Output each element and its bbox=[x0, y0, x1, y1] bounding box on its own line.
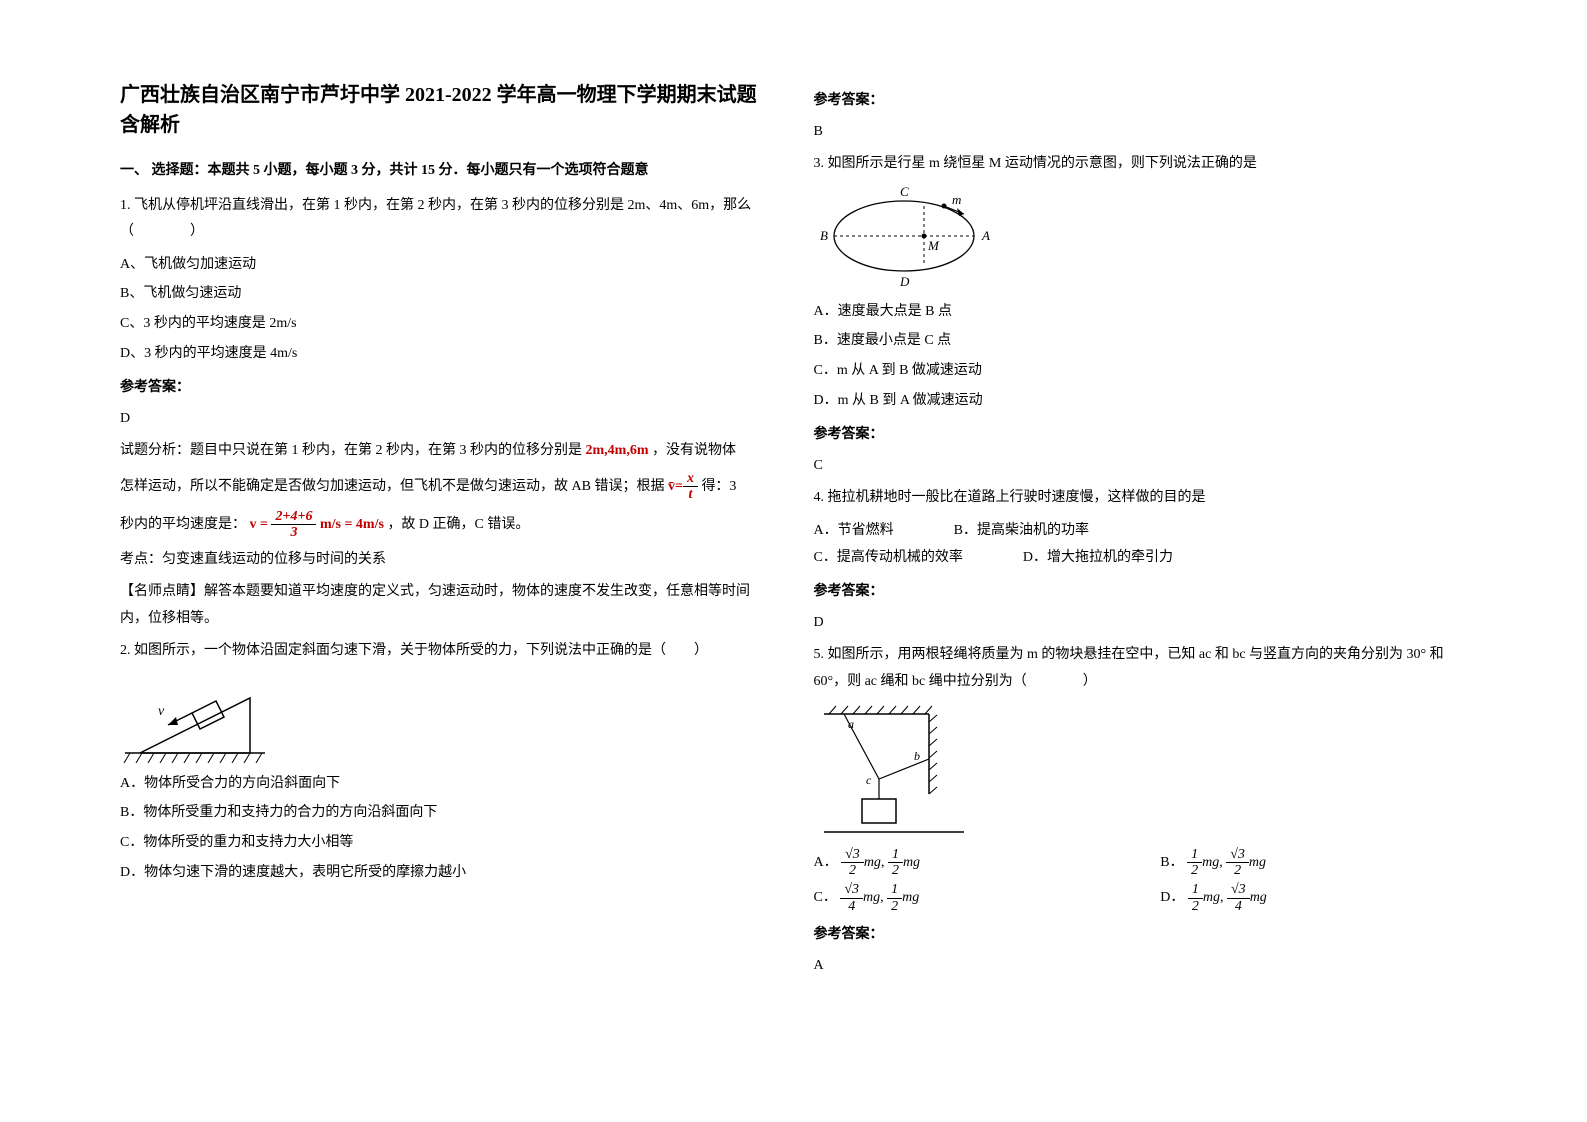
svg-text:b: b bbox=[914, 749, 920, 763]
q1-stem: 1. 飞机从停机坪沿直线滑出，在第 1 秒内，在第 2 秒内，在第 3 秒内的位… bbox=[120, 193, 774, 246]
q2-answer: B bbox=[814, 119, 1468, 146]
q4-option-a: A．节省燃料 bbox=[814, 518, 894, 545]
q1-answer-label: 参考答案： bbox=[120, 375, 774, 402]
q3-option-a: A．速度最大点是 B 点 bbox=[814, 299, 1468, 326]
svg-text:M: M bbox=[927, 238, 940, 253]
q1-topic: 考点：匀变速直线运动的位移与时间的关系 bbox=[120, 547, 774, 574]
q2-option-b: B．物体所受重力和支持力的合力的方向沿斜面向下 bbox=[120, 800, 774, 827]
q1-formula-vbar: v̄=xt bbox=[668, 471, 698, 503]
q1-option-d: D、3 秒内的平均速度是 4m/s bbox=[120, 341, 774, 368]
q5-options: A． √32mg, 12mg B． 12mg, √32mg C． √34mg, … bbox=[814, 847, 1468, 915]
svg-text:c: c bbox=[866, 773, 872, 787]
q1-analysis3-post: ，故 D 正确，C 错误。 bbox=[387, 517, 529, 532]
q2-figure: v bbox=[120, 673, 270, 763]
q1-answer: D bbox=[120, 406, 774, 433]
q2-answer-label: 参考答案： bbox=[814, 88, 1468, 115]
q5-a-label: A． bbox=[814, 855, 838, 870]
q4-option-d: D．增大拖拉机的牵引力 bbox=[1023, 545, 1173, 572]
q1-analysis-line1: 试题分析：题目中只说在第 1 秒内，在第 2 秒内，在第 3 秒内的位移分别是 … bbox=[120, 438, 774, 465]
q1-formula-avg: v = 2+4+63 m/s = 4m/s bbox=[250, 517, 388, 532]
q3-figure: A B C D M m bbox=[814, 186, 1004, 291]
svg-text:C: C bbox=[900, 186, 909, 199]
svg-text:D: D bbox=[899, 274, 910, 289]
q4-option-b: B．提高柴油机的功率 bbox=[954, 518, 1089, 545]
q3-answer-label: 参考答案： bbox=[814, 422, 1468, 449]
right-column: 参考答案： B 3. 如图所示是行星 m 绕恒星 M 运动情况的示意图，则下列说… bbox=[794, 80, 1488, 1082]
q1-analysis2-pre: 怎样运动，所以不能确定是否做匀加速运动，但飞机不是做匀速运动，故 AB 错误；根… bbox=[120, 479, 668, 494]
q1-analysis2-post: 得：3 bbox=[701, 479, 736, 494]
q5-option-d: D． 12mg, √34mg bbox=[1160, 882, 1467, 914]
q3-option-b: B．速度最小点是 C 点 bbox=[814, 328, 1468, 355]
q4-stem: 4. 拖拉机耕地时一般比在道路上行驶时速度慢，这样做的目的是 bbox=[814, 485, 1468, 512]
q5-option-b: B． 12mg, √32mg bbox=[1160, 847, 1467, 879]
q3-answer: C bbox=[814, 453, 1468, 480]
q1-analysis1-mid: 2m,4m,6m bbox=[586, 443, 649, 458]
q5-option-a: A． √32mg, 12mg bbox=[814, 847, 1121, 879]
q1-analysis-line2: 怎样运动，所以不能确定是否做匀加速运动，但飞机不是做匀速运动，故 AB 错误；根… bbox=[120, 471, 774, 503]
q1-analysis1-pre: 试题分析：题目中只说在第 1 秒内，在第 2 秒内，在第 3 秒内的位移分别是 bbox=[120, 443, 586, 458]
q5-answer-label: 参考答案： bbox=[814, 922, 1468, 949]
q1-option-c: C、3 秒内的平均速度是 2m/s bbox=[120, 311, 774, 338]
q5-option-c: C． √34mg, 12mg bbox=[814, 882, 1121, 914]
q4-options-row2: C．提高传动机械的效率 D．增大拖拉机的牵引力 bbox=[814, 545, 1468, 572]
q3-stem: 3. 如图所示是行星 m 绕恒星 M 运动情况的示意图，则下列说法正确的是 bbox=[814, 151, 1468, 178]
q1-analysis3-pre: 秒内的平均速度是： bbox=[120, 517, 246, 532]
section-1-header: 一、 选择题：本题共 5 小题，每小题 3 分，共计 15 分．每小题只有一个选… bbox=[120, 158, 774, 185]
q5-c-label: C． bbox=[814, 890, 837, 905]
q2-option-d: D．物体匀速下滑的速度越大，表明它所受的摩擦力越小 bbox=[120, 860, 774, 887]
svg-text:m: m bbox=[952, 192, 961, 207]
q2-stem: 2. 如图所示，一个物体沿固定斜面匀速下滑，关于物体所受的力，下列说法中正确的是… bbox=[120, 638, 774, 665]
q1-analysis1-post: ，没有说物体 bbox=[649, 443, 737, 458]
q4-answer-label: 参考答案： bbox=[814, 579, 1468, 606]
q5-b-label: B． bbox=[1160, 855, 1183, 870]
q5-answer: A bbox=[814, 953, 1468, 980]
q1-option-b: B、飞机做匀速运动 bbox=[120, 281, 774, 308]
svg-text:B: B bbox=[820, 228, 828, 243]
q4-answer: D bbox=[814, 610, 1468, 637]
q4-option-c: C．提高传动机械的效率 bbox=[814, 545, 963, 572]
q4-options-row1: A．节省燃料 B．提高柴油机的功率 bbox=[814, 518, 1468, 545]
q3-option-d: D．m 从 B 到 A 做减速运动 bbox=[814, 388, 1468, 415]
q5-figure: a b c bbox=[814, 704, 974, 839]
q1-tip: 【名师点睛】解答本题要知道平均速度的定义式，匀速运动时，物体的速度不发生改变，任… bbox=[120, 579, 774, 632]
q2-option-a: A．物体所受合力的方向沿斜面向下 bbox=[120, 771, 774, 798]
q1-analysis-line3: 秒内的平均速度是： v = 2+4+63 m/s = 4m/s ，故 D 正确，… bbox=[120, 509, 774, 541]
svg-text:a: a bbox=[848, 717, 854, 731]
left-column: 广西壮族自治区南宁市芦圩中学 2021-2022 学年高一物理下学期期末试题含解… bbox=[100, 80, 794, 1082]
q5-stem: 5. 如图所示，用两根轻绳将质量为 m 的物块悬挂在空中，已知 ac 和 bc … bbox=[814, 642, 1468, 695]
q3-option-c: C．m 从 A 到 B 做减速运动 bbox=[814, 358, 1468, 385]
q5-d-label: D． bbox=[1160, 890, 1184, 905]
q1-option-a: A、飞机做匀加速运动 bbox=[120, 252, 774, 279]
svg-text:A: A bbox=[981, 228, 990, 243]
svg-text:v: v bbox=[158, 704, 165, 719]
q2-option-c: C．物体所受的重力和支持力大小相等 bbox=[120, 830, 774, 857]
exam-title: 广西壮族自治区南宁市芦圩中学 2021-2022 学年高一物理下学期期末试题含解… bbox=[120, 80, 774, 140]
